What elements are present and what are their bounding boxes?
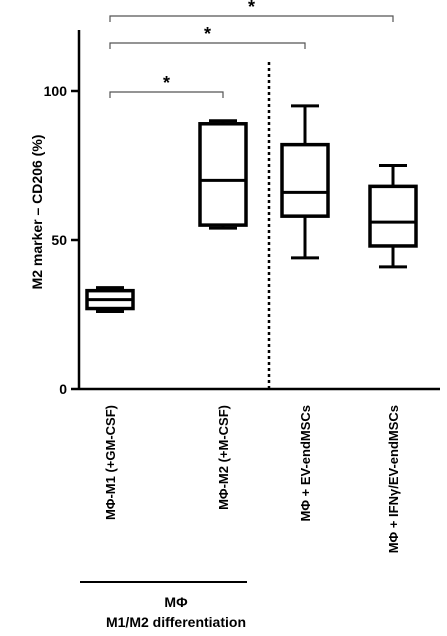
category-label-1: MΦ-M1 (+GM-CSF) bbox=[103, 405, 118, 520]
box-4 bbox=[368, 164, 418, 269]
group-label-line1: MΦ bbox=[164, 594, 188, 610]
category-label-2: MΦ-M2 (+M-CSF) bbox=[216, 405, 231, 510]
y-axis-label: M2 marker – CD206 (%) bbox=[29, 135, 45, 290]
bracket-line bbox=[109, 15, 394, 22]
significance-star: * bbox=[204, 24, 211, 44]
category-label-4: MΦ + IFNγ/EV-endMSCs bbox=[386, 405, 401, 553]
box-2 bbox=[198, 119, 248, 230]
box-1 bbox=[85, 286, 135, 314]
y-tick-label: 0 bbox=[59, 381, 67, 397]
significance-star: * bbox=[248, 0, 255, 17]
group-label-line2: M1/M2 differentiation bbox=[106, 614, 246, 630]
significance-star: * bbox=[163, 73, 170, 93]
significance-bracket-2: * bbox=[109, 24, 306, 49]
significance-bracket-1: * bbox=[109, 73, 224, 98]
box-iqr bbox=[198, 122, 248, 227]
bracket-line bbox=[109, 91, 224, 98]
category-labels: MΦ-M1 (+GM-CSF) MΦ-M2 (+M-CSF) MΦ + EV-end… bbox=[103, 405, 401, 553]
bracket-line bbox=[109, 42, 306, 49]
box-iqr bbox=[280, 142, 330, 218]
box-3 bbox=[280, 104, 330, 260]
y-tick-label: 100 bbox=[44, 83, 68, 99]
y-ticks: 0 50 100 bbox=[44, 83, 79, 397]
significance-bracket-3: * bbox=[109, 0, 394, 22]
significance-brackets: * * * bbox=[109, 0, 394, 98]
box-iqr bbox=[368, 184, 418, 248]
category-label-3: MΦ + EV-endMSCs bbox=[298, 405, 313, 522]
y-tick-label: 50 bbox=[51, 232, 67, 248]
boxes bbox=[85, 104, 418, 314]
